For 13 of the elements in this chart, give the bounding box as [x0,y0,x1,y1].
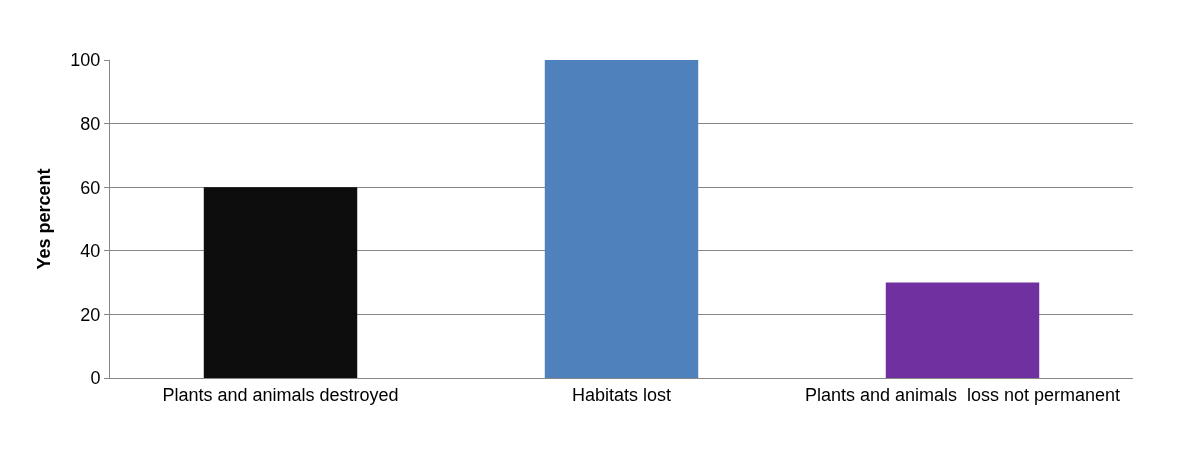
bar [203,187,358,378]
x-tick-label: Plants and animals destroyed [162,384,399,405]
y-tick-label: 40 [80,241,101,262]
y-tick-label: 80 [80,113,101,134]
y-tick-label: 100 [70,50,101,71]
bar [544,60,699,378]
y-tick-label: 60 [80,177,101,198]
y-tick-label: 20 [80,304,101,325]
x-tick-label: Plants and animals loss not permanent [804,384,1121,405]
y-axis-title: Yes percent [33,168,54,270]
x-tick-label: Habitats lost [571,384,672,405]
bar [885,282,1040,378]
y-tick-label: 0 [90,368,101,389]
